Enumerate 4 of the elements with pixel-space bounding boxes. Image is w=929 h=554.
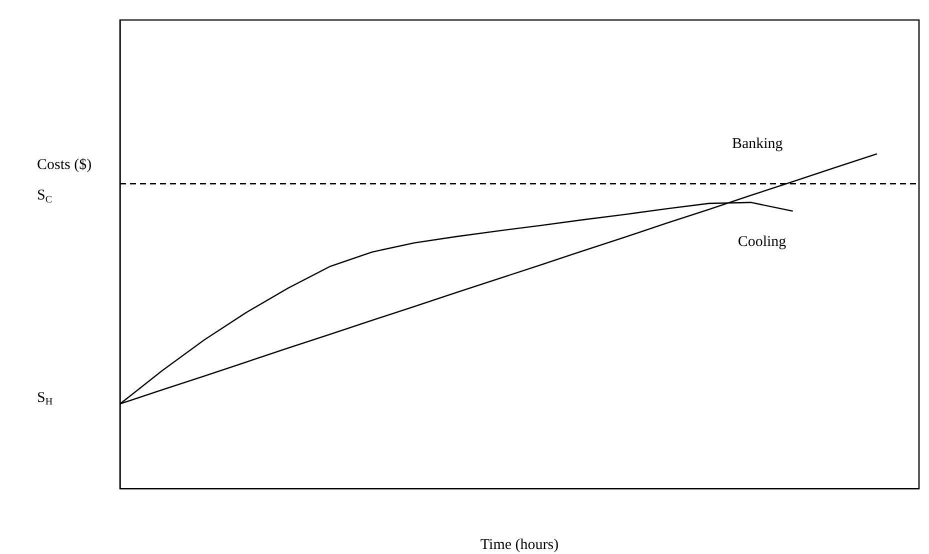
series-label: Cooling bbox=[738, 234, 787, 250]
x-axis-title: Time (hours) bbox=[480, 536, 559, 553]
text: Banking bbox=[732, 136, 784, 152]
y-axis-title: Costs ($) bbox=[37, 156, 92, 173]
